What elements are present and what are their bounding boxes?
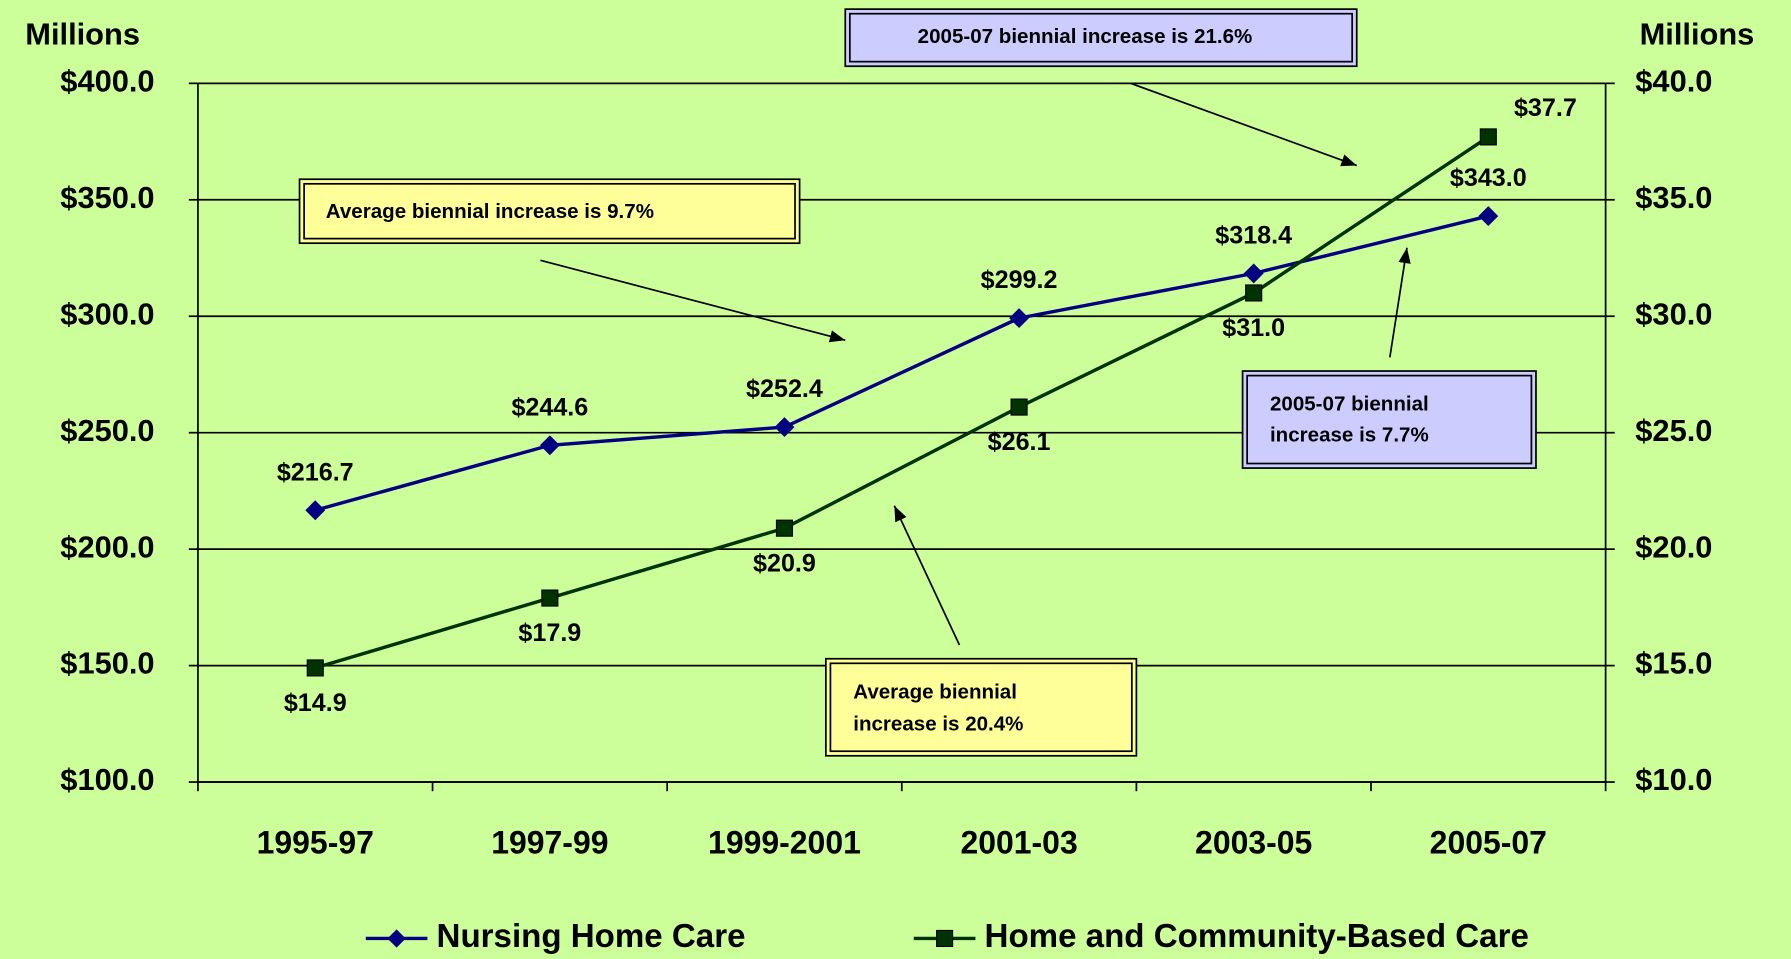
- series-line: [314, 135, 1490, 670]
- annotation-box: [844, 8, 1358, 68]
- x-tick-label: 1999-2001: [708, 824, 861, 860]
- data-label: $37.7: [1514, 94, 1577, 122]
- annotation: 2005-07 biennial increase is 7.7%: [1241, 247, 1537, 469]
- point: [1243, 263, 1264, 284]
- data-label: $244.6: [511, 393, 588, 421]
- annotation: Average biennial increase is 9.7%: [298, 178, 846, 343]
- y2-tick-label: $10.0: [1635, 762, 1712, 797]
- annotation-box-inner: [829, 662, 1133, 753]
- data-label: $20.9: [753, 549, 816, 577]
- point: [1010, 398, 1028, 416]
- legend-label: Nursing Home Care: [437, 918, 746, 955]
- y2-tick-label: $30.0: [1635, 296, 1712, 331]
- annotation-text: increase is 20.4%: [853, 712, 1023, 735]
- data-label: $26.1: [988, 428, 1051, 456]
- annotation: Average biennial increase is 20.4%: [825, 505, 1138, 757]
- x-tick-label: 1995-97: [257, 824, 374, 860]
- data-label: $318.4: [1215, 221, 1292, 249]
- annotation-arrow: [1388, 247, 1411, 358]
- y2-tick-label: $20.0: [1635, 529, 1712, 564]
- y-tick-label: $150.0: [60, 646, 154, 681]
- annotation-box-inner: [848, 12, 1354, 63]
- point: [1479, 128, 1497, 146]
- y-axis-title: Millions: [25, 17, 140, 52]
- annotation-arrow: [1130, 82, 1358, 167]
- point: [306, 659, 324, 677]
- point: [305, 500, 326, 521]
- point: [1245, 284, 1263, 302]
- annotation-arrow: [893, 505, 961, 646]
- annotation-box-inner: [1246, 374, 1533, 465]
- data-label: $31.0: [1222, 314, 1285, 342]
- legend-marker: [387, 929, 406, 948]
- y2-tick-label: $25.0: [1635, 413, 1712, 448]
- annotation: 2005-07 biennial increase is 21.6%: [844, 8, 1358, 167]
- x-tick-label: 2005-07: [1430, 824, 1547, 860]
- y2-tick-label: $15.0: [1635, 646, 1712, 681]
- y2-tick-label: $35.0: [1635, 180, 1712, 215]
- data-label: $299.2: [981, 266, 1058, 294]
- annotation-text: Average biennial: [853, 680, 1017, 703]
- y-tick-label: $100.0: [60, 762, 154, 797]
- point: [1478, 206, 1499, 227]
- data-label: $343.0: [1450, 164, 1527, 192]
- legend-marker: [936, 929, 954, 948]
- annotation-box: [825, 657, 1138, 757]
- data-label: $14.9: [284, 689, 347, 717]
- annotation-arrow: [540, 259, 846, 343]
- data-label: $216.7: [277, 458, 354, 486]
- annotation-box: [298, 178, 801, 245]
- annotation-text: 2005-07 biennial increase is 21.6%: [918, 25, 1253, 48]
- x-tick-label: 2001-03: [960, 824, 1077, 860]
- y-tick-label: $400.0: [60, 63, 154, 98]
- point: [1009, 308, 1030, 329]
- x-tick-label: 1997-99: [491, 824, 608, 860]
- y-tick-label: $300.0: [60, 296, 154, 331]
- point: [775, 519, 794, 537]
- annotation-box: [1241, 370, 1537, 469]
- annotation-text: Average biennial increase is 9.7%: [326, 200, 654, 223]
- y2-axis-title: Millions: [1640, 17, 1755, 52]
- annotation-box-inner: [303, 182, 796, 240]
- point: [539, 435, 560, 456]
- series-line: [314, 214, 1489, 512]
- annotation-text: 2005-07 biennial: [1270, 393, 1429, 416]
- y2-tick-label: $40.0: [1635, 63, 1712, 98]
- y-tick-label: $250.0: [60, 413, 154, 448]
- y-tick-label: $200.0: [60, 529, 154, 564]
- data-label: $17.9: [518, 619, 581, 647]
- point: [774, 417, 795, 438]
- y-tick-label: $350.0: [60, 180, 154, 215]
- legend-label: Home and Community-Based Care: [985, 918, 1529, 955]
- annotation-text: increase is 7.7%: [1270, 424, 1429, 447]
- data-label: $252.4: [746, 375, 823, 403]
- point: [541, 589, 559, 607]
- x-tick-label: 2003-05: [1195, 824, 1312, 860]
